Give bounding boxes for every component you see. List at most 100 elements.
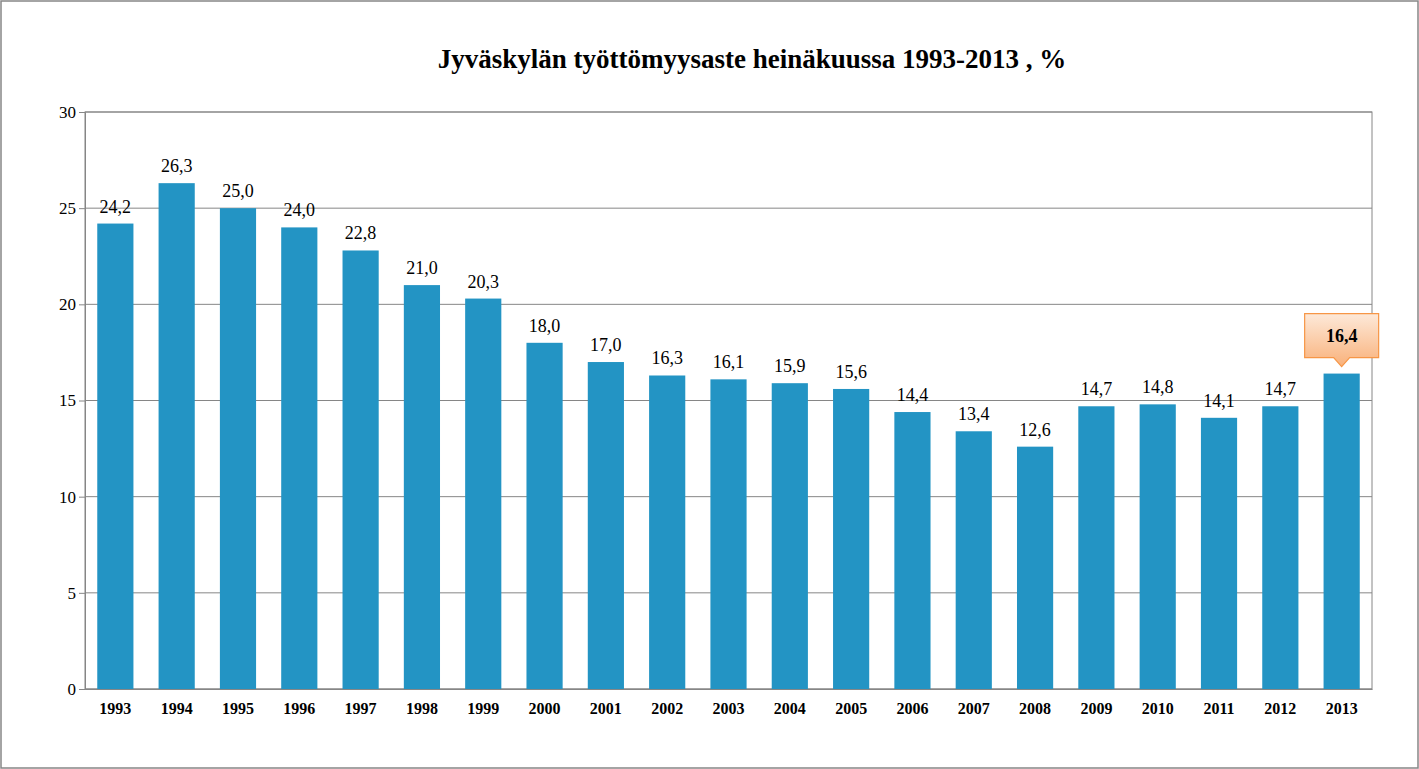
x-tick-label: 2013 (1326, 700, 1358, 717)
x-tick: 2001 (590, 689, 622, 717)
x-tick-label: 2007 (958, 700, 990, 717)
x-tick-label: 1997 (345, 700, 377, 717)
x-tick: 2006 (896, 689, 928, 717)
title: Jyväskylän työttömyysaste heinäkuussa 19… (438, 44, 1067, 74)
grid (85, 112, 1372, 689)
y-tick: 10 (59, 488, 85, 507)
x-tick-label: 2005 (835, 700, 867, 717)
data-label: 18,0 (529, 316, 561, 336)
bar (772, 383, 808, 689)
y-tick: 15 (59, 391, 85, 410)
data-label: 14,8 (1142, 377, 1174, 397)
data-label: 14,4 (897, 385, 929, 405)
y-axis-line (79, 113, 86, 690)
x-tick: 1994 (161, 689, 193, 717)
x-tick-label: 2002 (651, 700, 683, 717)
data-label: 25,0 (222, 181, 254, 201)
y-tick-label: 10 (59, 488, 76, 507)
x-tick: 2000 (529, 689, 561, 717)
data-label: 16,1 (713, 352, 745, 372)
data-label: 16,4 (1326, 326, 1358, 346)
bars (97, 183, 1359, 689)
bar (710, 379, 746, 689)
bar (343, 250, 379, 689)
bar (833, 389, 869, 689)
x-tick-label: 2000 (529, 700, 561, 717)
y-tick-label: 0 (68, 680, 77, 699)
chart-frame (1, 1, 1418, 768)
x-tick-label: 2003 (713, 700, 745, 717)
bar (1078, 406, 1114, 689)
data-label: 14,7 (1081, 379, 1113, 399)
data-label: 14,7 (1265, 379, 1297, 399)
data-label: 16,3 (651, 348, 683, 368)
y-tick-label: 25 (59, 199, 76, 218)
bar (281, 227, 317, 689)
x-tick-label: 2012 (1264, 700, 1296, 717)
x-tick-label: 2006 (896, 700, 928, 717)
bar (1262, 406, 1298, 689)
data-labels: 24,226,325,024,022,821,020,318,017,016,3… (100, 156, 1379, 439)
x-tick-label: 2009 (1080, 700, 1112, 717)
bar (404, 285, 440, 689)
bar (649, 375, 685, 689)
x-tick-label: 1999 (467, 700, 499, 717)
callout-box (1305, 314, 1379, 367)
bar (465, 299, 501, 689)
y-tick-mark (79, 497, 85, 498)
y-tick-label: 15 (59, 391, 76, 410)
x-tick: 2007 (958, 689, 990, 717)
x-tick-label: 1994 (161, 700, 193, 717)
data-label: 15,9 (774, 356, 806, 376)
plot: 0 5 10 15 20 25 30 1993 1994 1995 1996 1997 1998 1999… (59, 103, 1379, 717)
data-label: 12,6 (1019, 420, 1051, 440)
data-label: 14,1 (1203, 391, 1235, 411)
y-tick: 5 (68, 584, 86, 603)
data-label: 20,3 (467, 272, 499, 292)
bar (894, 412, 930, 689)
data-label: 24,2 (100, 197, 132, 217)
y-tick: 20 (59, 295, 85, 314)
y-tick: 30 (59, 103, 85, 122)
x-tick: 1993 (99, 689, 131, 717)
x-tick: 1998 (406, 689, 438, 717)
x-tick-label: 1993 (99, 700, 131, 717)
data-label: 17,0 (590, 335, 622, 355)
y-tick-mark (79, 401, 85, 402)
y-tick: 0 (68, 680, 86, 699)
bar (159, 183, 195, 689)
bar (956, 431, 992, 689)
chart: Jyväskylän työttömyysaste heinäkuussa 19… (0, 0, 1419, 769)
x-axis: 1993 1994 1995 1996 1997 1998 1999 2000 2001 2002… (86, 689, 1373, 717)
x-tick: 2003 (713, 689, 745, 717)
y-tick-label: 5 (68, 584, 77, 603)
grid-line (85, 208, 1372, 209)
bar (526, 343, 562, 689)
y-axis: 0 5 10 15 20 25 30 (59, 103, 86, 699)
x-tick: 2008 (1019, 689, 1051, 717)
grid-line (85, 112, 1372, 113)
x-tick-label: 2008 (1019, 700, 1051, 717)
x-tick: 2013 (1326, 689, 1358, 717)
bar (1201, 418, 1237, 689)
data-label: 22,8 (345, 223, 377, 243)
data-label: 13,4 (958, 404, 990, 424)
data-label: 26,3 (161, 156, 193, 176)
x-tick-label: 1996 (283, 700, 315, 717)
x-tick: 1997 (345, 689, 377, 717)
x-tick-label: 2011 (1203, 700, 1234, 717)
x-tick: 1995 (222, 689, 254, 717)
data-label: 15,6 (835, 362, 867, 382)
bar (1017, 447, 1053, 689)
y-tick-label: 20 (59, 295, 76, 314)
grid-line (85, 304, 1372, 305)
x-tick: 2005 (835, 689, 867, 717)
x-tick: 1996 (283, 689, 315, 717)
y-tick-mark (79, 593, 85, 594)
bar (1324, 374, 1360, 689)
bar (220, 208, 256, 689)
x-tick-label: 1995 (222, 700, 254, 717)
x-tick: 2012 (1264, 689, 1296, 717)
y-tick-mark (79, 112, 85, 113)
x-tick-label: 2001 (590, 700, 622, 717)
